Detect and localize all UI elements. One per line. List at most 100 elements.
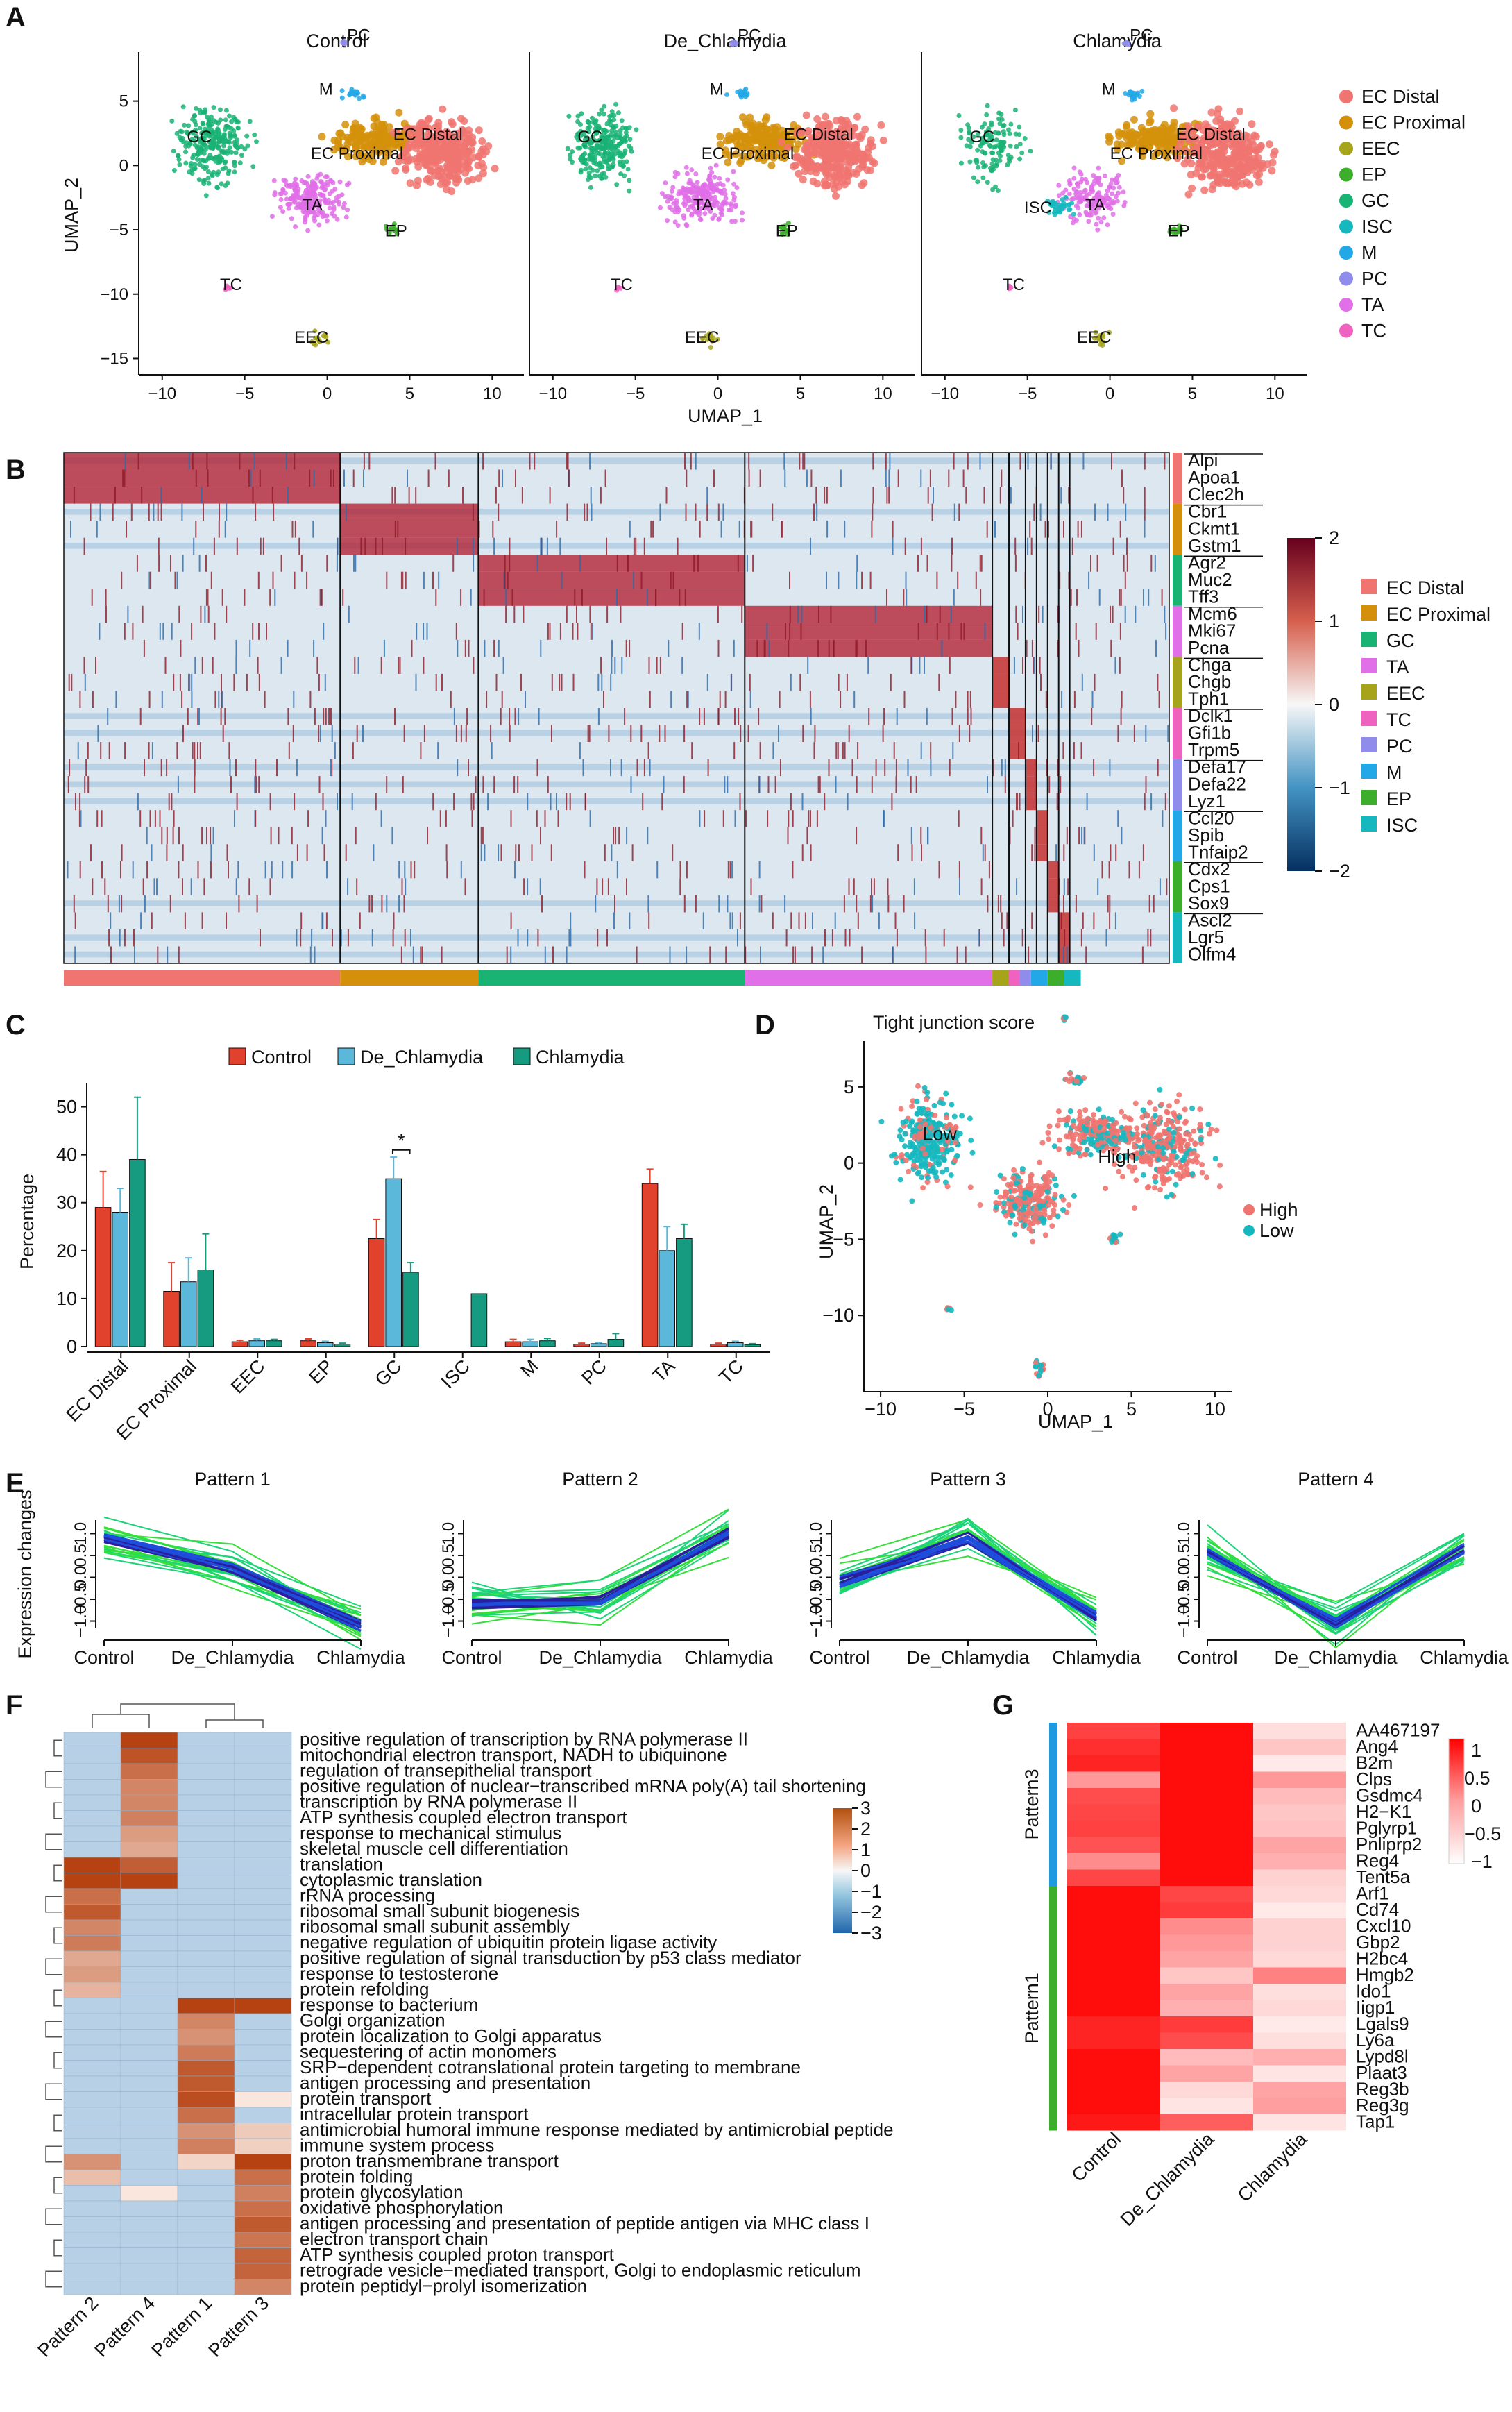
heatmap-speck bbox=[337, 793, 338, 811]
heatmap-speck bbox=[493, 639, 495, 657]
panel-label-b: B bbox=[6, 455, 26, 485]
heatmap-speck bbox=[884, 759, 886, 777]
heatmap-speck bbox=[203, 503, 204, 521]
heatmap-speck bbox=[473, 793, 475, 811]
umap-point bbox=[209, 114, 214, 119]
heatmap-speck bbox=[824, 929, 826, 947]
heatmap-speck bbox=[631, 844, 634, 861]
bar bbox=[470, 1293, 488, 1347]
umap-point bbox=[203, 193, 209, 199]
heatmap-speck bbox=[550, 793, 552, 811]
heatmap-speck bbox=[159, 810, 161, 827]
heatmap-speck bbox=[590, 623, 592, 640]
heatmap-speck bbox=[572, 673, 575, 691]
heatmap-speck bbox=[733, 639, 735, 657]
heatmap-speck bbox=[630, 776, 632, 793]
umap-point bbox=[731, 169, 736, 174]
umap-point bbox=[833, 153, 842, 161]
heatmap-speck bbox=[883, 708, 885, 725]
heatmap-speck bbox=[570, 912, 572, 929]
umap-point bbox=[332, 186, 338, 192]
umap-point bbox=[317, 339, 323, 345]
umap-point bbox=[330, 180, 336, 185]
heatmap-speck bbox=[620, 605, 622, 623]
heatmap-speck bbox=[953, 589, 955, 606]
heatmap-speck bbox=[913, 878, 915, 895]
umap-point bbox=[197, 126, 203, 131]
umap-point bbox=[194, 156, 200, 162]
heatmap-speck bbox=[686, 861, 688, 879]
heatmap-speck bbox=[1006, 912, 1008, 929]
heatmap-speck bbox=[713, 469, 715, 487]
umap-point bbox=[624, 159, 629, 165]
heatmap-speck bbox=[105, 605, 107, 623]
heatmap-speck bbox=[629, 521, 631, 538]
heatmap-speck bbox=[394, 487, 396, 504]
heatmap-speck bbox=[1086, 793, 1088, 811]
heatmap-speck bbox=[601, 673, 603, 691]
heatmap-speck bbox=[1080, 929, 1082, 947]
heatmap-speck bbox=[234, 810, 235, 827]
umap-point bbox=[1264, 160, 1272, 169]
heatmap-speck bbox=[749, 673, 751, 691]
heatmap-speck bbox=[182, 555, 184, 572]
heatmap-speck bbox=[936, 571, 938, 589]
umap-point bbox=[460, 147, 468, 155]
heatmap-speck bbox=[381, 895, 383, 913]
umap-point bbox=[588, 146, 593, 151]
umap-point bbox=[343, 214, 349, 220]
umap-point bbox=[224, 124, 230, 129]
heatmap-speck bbox=[398, 895, 400, 913]
tj-point bbox=[1055, 1108, 1062, 1115]
heatmap-speck bbox=[740, 725, 742, 742]
heatmap-speck bbox=[1004, 759, 1006, 777]
heatmap-speck bbox=[895, 776, 897, 793]
umap-cluster-label: M bbox=[319, 80, 333, 99]
heatmap-speck bbox=[324, 673, 326, 691]
legend-label: EP bbox=[1386, 788, 1411, 809]
heatmap-speck bbox=[397, 521, 399, 538]
heatmap-speck bbox=[813, 503, 815, 521]
umap-point bbox=[698, 217, 704, 223]
umap-point bbox=[1090, 189, 1096, 194]
heatmap-speck bbox=[435, 589, 437, 606]
umap-point bbox=[989, 150, 995, 155]
umap-point bbox=[733, 204, 738, 210]
heatmap-speck bbox=[114, 487, 116, 504]
umap-point bbox=[292, 199, 298, 205]
umap-point bbox=[418, 155, 427, 164]
umap-point bbox=[614, 182, 620, 187]
heatmap-speck bbox=[751, 521, 753, 538]
tj-point bbox=[908, 1140, 914, 1145]
heatmap-speck bbox=[926, 708, 928, 725]
heatmap-speck bbox=[473, 555, 475, 572]
umap-cluster-label: EC Distal bbox=[784, 125, 853, 144]
heatmap-speck bbox=[144, 895, 146, 913]
umap-point bbox=[1243, 169, 1252, 176]
heatmap-speck bbox=[581, 589, 583, 606]
heatmap-speck bbox=[1048, 776, 1051, 793]
umap-point bbox=[586, 156, 591, 162]
heatmap-speck bbox=[953, 453, 955, 470]
heatmap-speck bbox=[1148, 895, 1150, 913]
heatmap-speck bbox=[665, 487, 668, 504]
heatmap-speck bbox=[1075, 623, 1077, 640]
umap-point bbox=[1245, 144, 1253, 152]
heatmap-speck bbox=[408, 487, 410, 504]
heatmap-speck bbox=[810, 844, 812, 861]
umap-point bbox=[180, 104, 186, 110]
heatmap-speck bbox=[423, 725, 425, 742]
umap-point bbox=[378, 131, 387, 140]
heatmap-speck bbox=[826, 521, 829, 538]
heatmap-speck bbox=[983, 487, 985, 504]
heatmap-speck bbox=[296, 759, 298, 777]
heatmap-speck bbox=[1145, 725, 1147, 742]
heatmap-speck bbox=[810, 708, 812, 725]
umap-point bbox=[206, 180, 212, 186]
umap-point bbox=[956, 113, 962, 118]
heatmap-speck bbox=[300, 912, 303, 929]
umap-cluster-label: EEC bbox=[1077, 328, 1111, 347]
umap-point bbox=[813, 145, 821, 153]
heatmap-speck bbox=[1108, 861, 1110, 879]
heatmap-gene-label: Olfm4 bbox=[1188, 944, 1236, 965]
